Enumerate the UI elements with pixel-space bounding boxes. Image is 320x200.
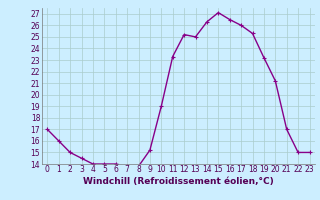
X-axis label: Windchill (Refroidissement éolien,°C): Windchill (Refroidissement éolien,°C) — [83, 177, 274, 186]
